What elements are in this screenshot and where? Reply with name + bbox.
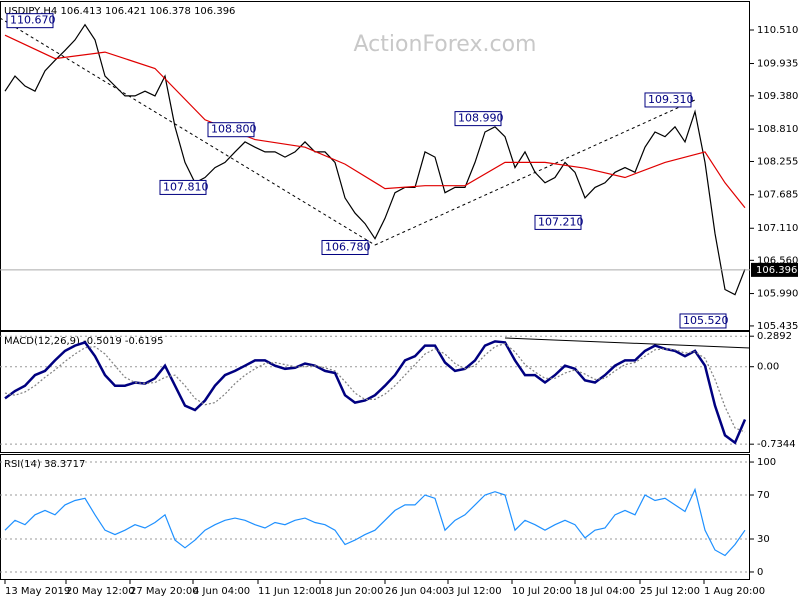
- x-tick-label: 1 Aug 20:00: [704, 586, 765, 597]
- y-tick-label: 100: [757, 457, 776, 468]
- x-tick-label: 27 May 20:00: [130, 586, 199, 597]
- y-tick-label: 107.110: [757, 223, 798, 234]
- y-tick-label: -0.7344: [757, 439, 796, 450]
- panel-title: RSI(14) 38.3717: [4, 459, 85, 470]
- macd-panel: [0, 331, 750, 453]
- y-tick-label: 109.380: [757, 91, 798, 102]
- last-price-box: [751, 262, 798, 277]
- y-tick-label: 109.935: [757, 59, 798, 70]
- x-tick-label: 18 Jul 04:00: [575, 586, 635, 597]
- x-tick-label: 18 Jun 20:00: [320, 586, 384, 597]
- last-price-label: 106.396: [756, 265, 797, 276]
- x-tick-label: 11 Jun 12:00: [258, 586, 322, 597]
- x-tick-label: 13 May 2019: [5, 586, 70, 597]
- price-panel: [0, 1, 750, 331]
- x-tick-label: 3 Jul 12:00: [448, 586, 502, 597]
- annotation-box: [6, 13, 54, 29]
- x-tick-label: 20 May 12:00: [66, 586, 135, 597]
- y-tick-label: 0.2892: [757, 331, 792, 342]
- y-tick-label: 107.685: [757, 190, 798, 201]
- y-tick-label: 0: [757, 567, 763, 578]
- annotation-label: 108.990: [458, 112, 504, 125]
- x-tick-label: 10 Jul 20:00: [512, 586, 572, 597]
- annotation-label: 106.780: [325, 240, 371, 253]
- watermark: ActionForex.com: [354, 32, 537, 57]
- y-tick-label: 108.255: [757, 156, 798, 167]
- x-tick-label: 25 Jul 12:00: [640, 586, 700, 597]
- annotation-label: 110.670: [10, 14, 56, 27]
- y-tick-label: 70: [757, 490, 770, 501]
- y-tick-label: 105.990: [757, 289, 798, 300]
- trend-line: [504, 337, 751, 349]
- y-tick-label: 30: [757, 534, 770, 545]
- annotation-label: 109.310: [648, 93, 694, 106]
- annotation-label: 108.800: [211, 123, 257, 136]
- series-line: [4, 487, 746, 557]
- annotation-box: [454, 111, 502, 127]
- rsi-panel: [0, 454, 750, 580]
- annotation-label: 105.520: [683, 314, 729, 327]
- y-tick-label: 108.810: [757, 124, 798, 135]
- y-tick-label: 106.560: [757, 255, 798, 266]
- series-line: [4, 340, 747, 445]
- y-tick-label: 110.510: [757, 25, 798, 36]
- annotation-box: [207, 122, 255, 138]
- trend-line: [0, 17, 376, 246]
- y-tick-label: 105.435: [757, 321, 798, 332]
- annotation-label: 107.210: [538, 215, 584, 228]
- x-tick-label: 26 Jun 04:00: [385, 586, 449, 597]
- x-tick-label: 4 Jun 04:00: [193, 586, 250, 597]
- annotation-box: [679, 313, 727, 329]
- annotation-box: [644, 92, 692, 108]
- annotation-label: 107.810: [163, 180, 209, 193]
- series-line: [4, 23, 746, 296]
- y-tick-label: 0.00: [757, 362, 779, 373]
- annotation-box: [321, 239, 369, 255]
- panel-title: USDJPY,H4 106.413 106.421 106.378 106.39…: [4, 6, 235, 17]
- annotation-box: [534, 214, 582, 230]
- series-line: [4, 342, 746, 433]
- annotation-box: [159, 179, 207, 195]
- series-line: [4, 34, 746, 209]
